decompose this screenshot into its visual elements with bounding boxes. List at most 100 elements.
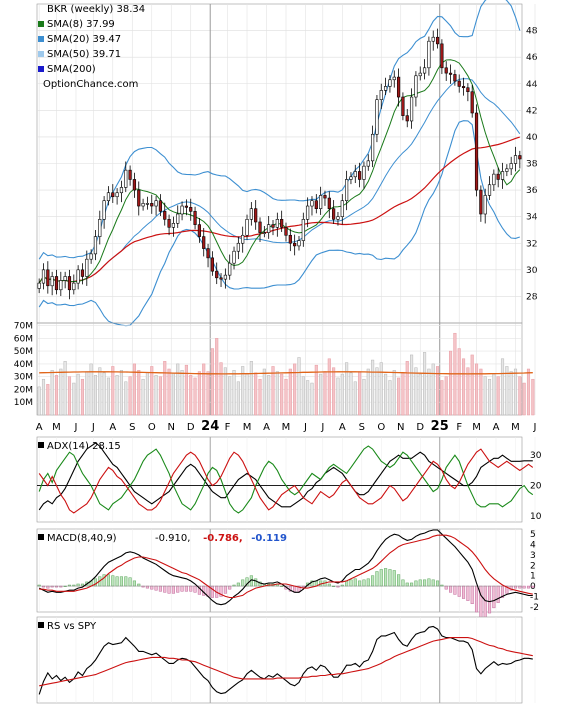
volume-bar [461,358,466,416]
candle-down [219,277,223,280]
macd-histogram-bar [184,585,188,592]
legend-label: SMA(50) 39.71 [47,49,121,60]
candle-up [249,208,253,220]
candle-up [349,176,353,180]
volume-bar [487,378,492,416]
candle-down [332,208,336,220]
volume-bar [180,370,184,416]
series-signal [39,534,533,599]
volume-bar [323,371,327,416]
year-label: 24 [201,419,219,434]
macd-histogram-bar [423,579,427,587]
candle-down [158,200,163,212]
volume-bar [314,364,318,416]
macd-histogram-bar [327,583,331,587]
candle-down [215,270,219,279]
macd-histogram-bar [241,579,245,587]
volume-bar [141,378,145,416]
volume-bar [267,375,271,416]
volume-bar [319,373,323,416]
indicator-plot-area [36,528,523,613]
volume-bar [483,376,487,416]
candle-up [371,133,375,162]
volume-plot-area [36,322,523,416]
legend-label: BKR (weekly) 38.34 [47,4,145,15]
macd-histogram-bar [124,576,128,587]
legend-swatch [38,36,44,42]
month-label: J [73,422,77,433]
volume-bar [67,376,72,416]
macd-histogram-bar [358,580,362,587]
month-label: O [377,422,385,433]
month-label: M [472,422,481,433]
macd-histogram-bar [180,585,184,592]
macd-histogram-bar [167,585,171,594]
volume-bar [262,368,266,416]
price-tick-label: 44 [526,80,538,90]
candle-down [479,189,483,215]
macd-histogram-bar [522,585,526,589]
volume-bar [496,376,500,416]
macd-histogram-bar [171,585,175,594]
rs-vs-spy-panel: RS vs SPY [36,616,536,704]
candle-up [414,75,418,98]
candle-down [453,74,457,82]
candle-up [232,250,236,264]
volume-tick-label: 70M [14,322,33,332]
candle-down [401,96,405,116]
volume-bar [145,372,149,416]
volume-bar [431,363,435,416]
macd-histogram-bar [444,585,448,590]
candle-down [167,219,171,228]
macd-histogram-bar [531,585,535,588]
volume-bar [513,368,518,416]
macd-histogram-bar [150,585,154,590]
candle-down [496,173,500,180]
candle-up [119,187,124,194]
macd-histogram-bar [176,585,180,593]
macd-histogram-bar [379,569,383,587]
candle-down [258,221,262,233]
volume-bar [241,366,245,416]
price-tick-label: 28 [526,292,538,302]
upper-band-line [38,0,521,260]
price-tick-label: 36 [526,186,538,196]
volume-panel: 10M 20M 30M 40M 50M 60M 70M [14,322,535,416]
price-tick-label: 32 [526,239,537,249]
volume-bar [85,371,89,416]
volume-tick-label: 60M [14,334,33,344]
legend-swatch [38,21,44,27]
volume-bar [249,361,253,416]
candle-up [487,184,492,196]
month-label: A [263,422,270,433]
macd-histogram-bar [137,583,141,587]
volume-bar [102,372,106,416]
macd-histogram-bar [457,585,461,597]
volume-tick-label: 50M [14,347,33,357]
candle-up [72,282,76,291]
candle-up [306,205,310,220]
price-tick-label: 42 [526,106,537,116]
macd-legend-label: MACD(8,40,9) [47,533,117,544]
volume-bar [111,366,115,416]
candle-down [128,169,132,180]
price-tick-label: 46 [526,53,538,63]
volume-bar [206,371,210,416]
volume-bar [158,376,162,416]
candle-down [202,236,206,249]
candle-up [115,192,119,198]
volume-bar [397,377,401,416]
volume-bar [232,370,236,416]
macd-histogram-bar [461,585,466,599]
volume-bar [405,361,409,416]
sma50-line [38,136,520,284]
legend-swatch [38,51,44,57]
macd-histogram-bar [362,579,366,587]
candle-up [336,216,340,220]
lower-band-line [38,120,520,327]
volume-bar [366,368,370,416]
macd-histogram-bar [80,583,85,587]
series-macd [38,529,533,606]
